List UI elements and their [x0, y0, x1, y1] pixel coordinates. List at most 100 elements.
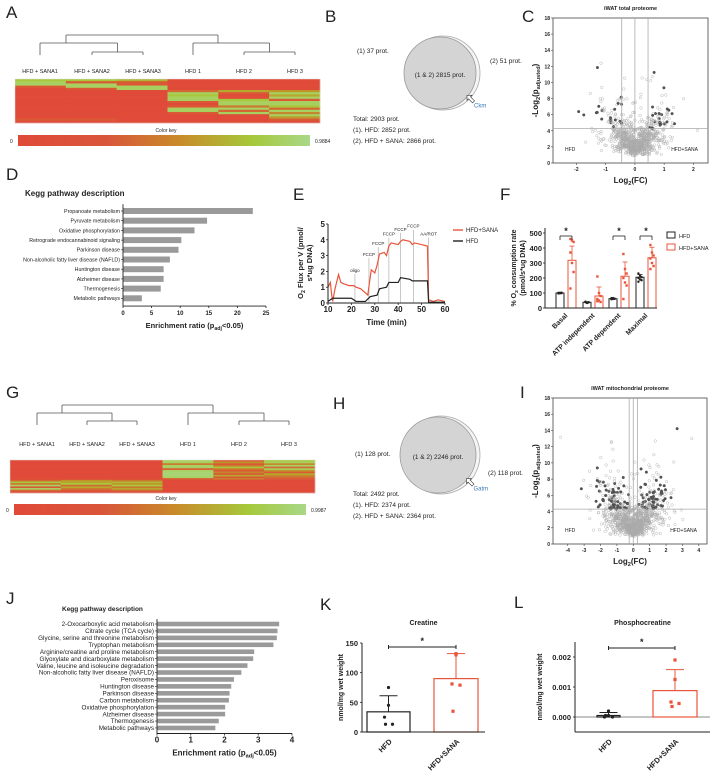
volcano-point [605, 527, 609, 531]
volcano-point [604, 519, 608, 523]
volcano-point [609, 522, 613, 526]
volcano-point [666, 501, 670, 505]
heatmap-cell [15, 98, 67, 102]
data-point [610, 297, 613, 300]
volcano-point [670, 121, 674, 125]
volcano-point [660, 138, 664, 142]
volcano-point [615, 133, 619, 137]
heatmap-cell [60, 471, 112, 474]
pathway-label: Thermogenesis [111, 718, 154, 725]
sample-label: HFD + SANA3 [125, 69, 161, 75]
y-tick-label: 6 [547, 113, 550, 119]
volcano-point [617, 129, 621, 133]
label-part: Log [613, 557, 628, 566]
heatmap-cell [218, 112, 270, 115]
heatmap-cell [218, 109, 270, 113]
volcano-point [613, 121, 617, 125]
volcano-point [609, 140, 613, 144]
volcano-point [615, 99, 619, 103]
heatmap-cell [60, 461, 112, 464]
data-point [637, 276, 640, 280]
heatmap-cell [218, 103, 270, 106]
heatmap-cell [162, 464, 214, 467]
volcano-point [652, 130, 656, 134]
volcano-point [637, 527, 641, 531]
label-part: (p [531, 470, 540, 478]
enrichment-bar [123, 208, 253, 214]
volcano-point [670, 503, 674, 507]
label-part: % O [511, 292, 518, 306]
volcano-point [631, 136, 635, 140]
enrichment-bar [123, 217, 208, 224]
volcano-point [642, 152, 646, 156]
volcano-point [637, 143, 641, 147]
data-point [587, 301, 590, 304]
volcano-point [620, 519, 624, 523]
volcano-point [616, 137, 620, 141]
heatmap-cell [111, 478, 163, 481]
volcano-point [665, 480, 669, 484]
volcano-point [617, 121, 621, 125]
heatmap-cell [167, 118, 219, 122]
legend-label: HFD+SANA [466, 228, 498, 234]
volcano-point [663, 135, 667, 139]
volcano-point [608, 476, 612, 480]
data-point [596, 297, 599, 301]
volcano-point [618, 496, 622, 500]
y-tick-label: 5 [321, 220, 326, 229]
volcano-point [632, 110, 636, 114]
venn-set-1: (1). HFD: 2852 prot. [353, 127, 411, 134]
heatmap-cell [218, 85, 270, 89]
enrichment-bar [157, 649, 255, 655]
volcano-point [641, 500, 645, 504]
volcano-point [667, 117, 671, 121]
heatmap-cell [264, 476, 316, 479]
heatmap-cell [162, 473, 214, 476]
volcano-point [648, 119, 652, 123]
heatmap-cell [10, 473, 62, 476]
heatmap-cell [269, 107, 321, 111]
volcano-point [607, 120, 611, 124]
label-part: 2 [514, 290, 520, 293]
heatmap-cell [162, 484, 214, 487]
y-axis-label-line2: s*ug DNA) [305, 244, 314, 282]
heatmap-cell [269, 105, 321, 108]
volcano-point [615, 497, 619, 501]
volcano-point [654, 492, 658, 496]
heatmap-cell [15, 94, 67, 97]
y-tick-label: 4 [547, 510, 550, 516]
volcano-point [603, 513, 607, 517]
y-tick-label: 0.001 [552, 683, 571, 692]
volcano-point [628, 508, 632, 512]
heatmap-cell [116, 87, 168, 91]
heatmap-cell [10, 474, 62, 477]
volcano-point [657, 111, 661, 115]
heatmap-cell [65, 90, 117, 93]
volcano-point [665, 139, 669, 143]
x-tick-label: 30 [370, 305, 379, 314]
volcano-point [672, 105, 676, 109]
heatmap-cell [60, 463, 112, 466]
volcano-point [606, 512, 610, 516]
heatmap-cell [264, 484, 316, 487]
volcano-point [600, 85, 604, 89]
volcano-point [619, 522, 623, 526]
x-tick-label: 25 [263, 311, 270, 317]
heatmap-cell [264, 473, 316, 476]
data-point [623, 267, 627, 271]
volcano-point [656, 473, 660, 477]
volcano-point [610, 108, 614, 112]
volcano-point [633, 529, 637, 533]
venn-set-1: (1). HFD: 2374 prot. [353, 502, 411, 509]
heatmap-cell [10, 469, 62, 472]
pathway-label: 2-Oxocarboxylic acid metabolism [62, 621, 154, 628]
volcano-point [635, 146, 639, 150]
volcano-point [641, 520, 645, 524]
enrichment-bar [157, 628, 278, 634]
sample-label: HFD 3 [281, 442, 297, 448]
volcano-point [607, 511, 611, 515]
heatmap-cell [60, 486, 112, 489]
volcano-point [601, 514, 605, 518]
y-tick-label: 8 [547, 477, 550, 483]
label-part: 2 [536, 97, 542, 100]
